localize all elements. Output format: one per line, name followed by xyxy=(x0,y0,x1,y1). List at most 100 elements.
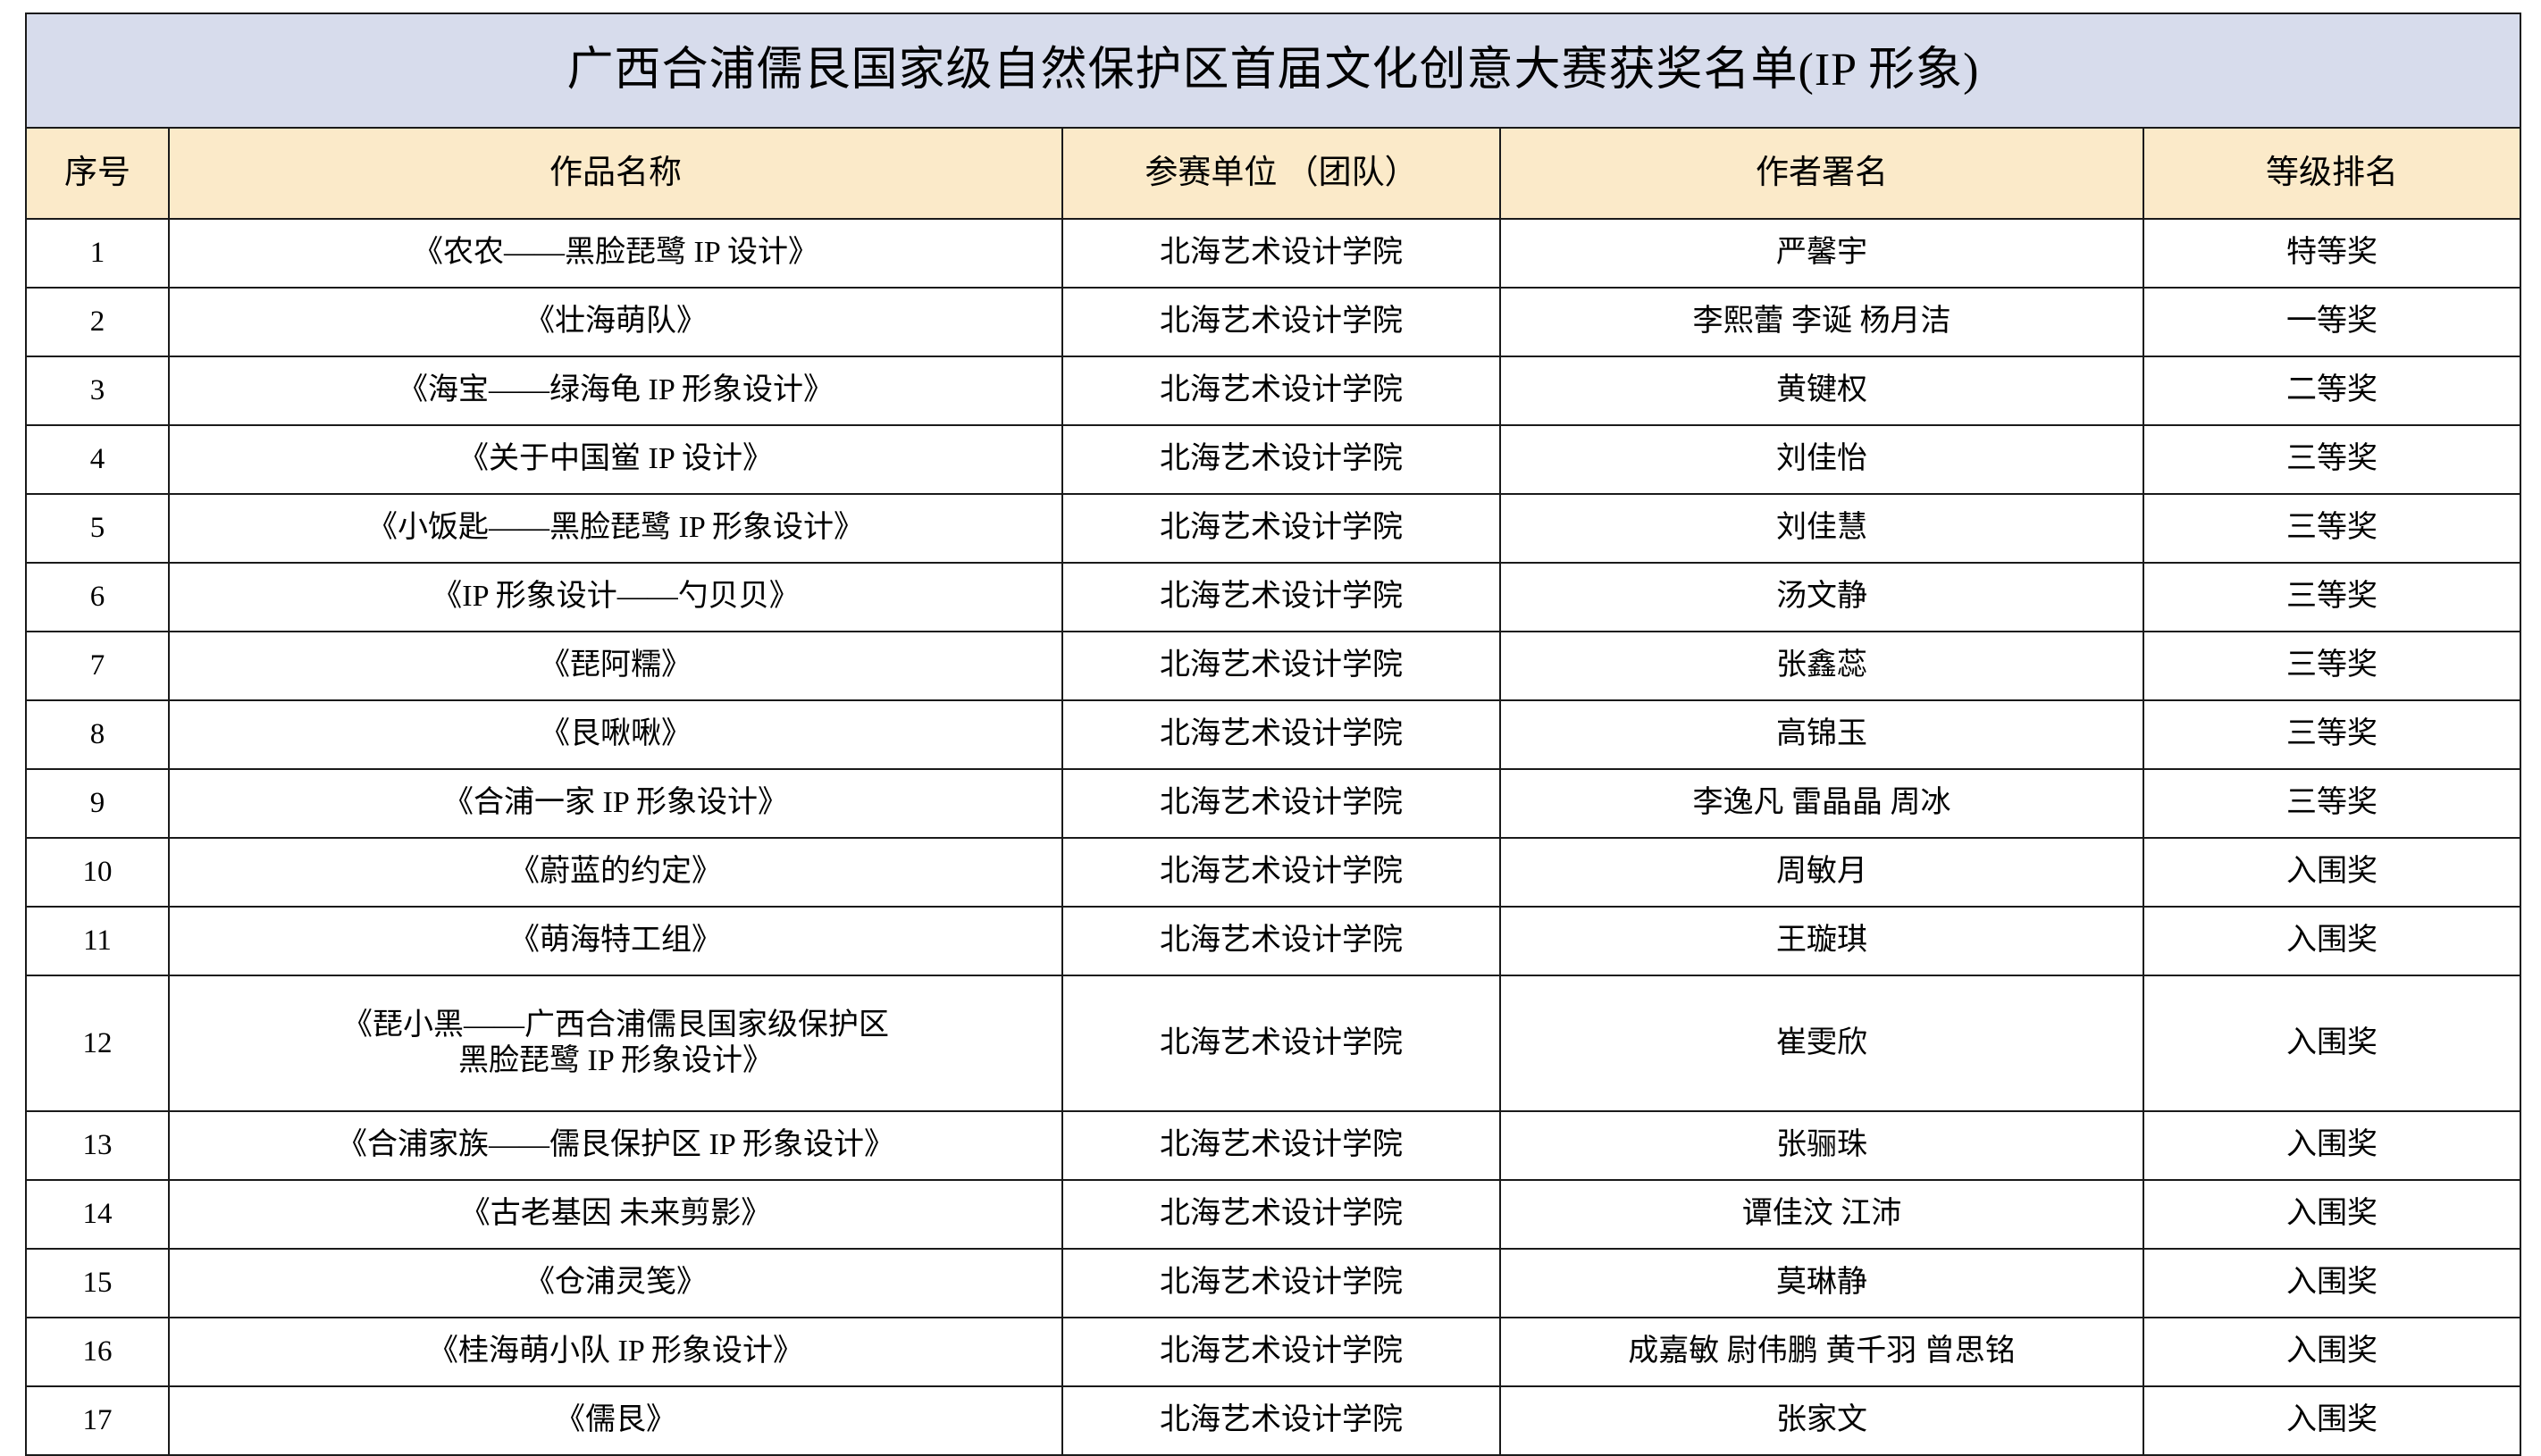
cell-work-title: 《桂海萌小队 IP 形象设计》 xyxy=(168,1317,1063,1387)
cell-rank: 入围奖 xyxy=(2142,1317,2522,1387)
cell-rank: 入围奖 xyxy=(2142,1248,2522,1318)
table-row: 14 《古老基因 未来剪影》 北海艺术设计学院 谭佳汶 江沛 入围奖 xyxy=(25,1179,2522,1250)
cell-unit: 北海艺术设计学院 xyxy=(1061,1179,1501,1250)
table-row: 13 《合浦家族——儒艮保护区 IP 形象设计》 北海艺术设计学院 张骊珠 入围奖 xyxy=(25,1110,2522,1181)
cell-author: 成嘉敏 尉伟鹏 黄千羽 曾思铭 xyxy=(1499,1317,2144,1387)
table-row: 11 《萌海特工组》 北海艺术设计学院 王璇琪 入围奖 xyxy=(25,906,2522,976)
cell-author: 张家文 xyxy=(1499,1385,2144,1456)
cell-index: 11 xyxy=(25,906,170,976)
cell-unit: 北海艺术设计学院 xyxy=(1061,837,1501,908)
cell-work-title: 《合浦家族——儒艮保护区 IP 形象设计》 xyxy=(168,1110,1063,1181)
cell-unit: 北海艺术设计学院 xyxy=(1061,493,1501,564)
column-header-work: 作品名称 xyxy=(168,127,1063,220)
table-row: 17 《儒艮》 北海艺术设计学院 张家文 入围奖 xyxy=(25,1385,2522,1456)
work-title-line: 黑脸琵鹭 IP 形象设计》 xyxy=(458,1044,773,1077)
cell-work-title: 《IP 形象设计——勺贝贝》 xyxy=(168,562,1063,632)
table-row: 12 《琵小黑——广西合浦儒艮国家级保护区 黑脸琵鹭 IP 形象设计》 北海艺术设计学… xyxy=(25,975,2522,1112)
cell-index: 8 xyxy=(25,699,170,770)
cell-index: 15 xyxy=(25,1248,170,1318)
cell-rank: 入围奖 xyxy=(2142,906,2522,976)
cell-index: 7 xyxy=(25,631,170,701)
cell-rank: 三等奖 xyxy=(2142,699,2522,770)
cell-rank: 入围奖 xyxy=(2142,1385,2522,1456)
cell-index: 13 xyxy=(25,1110,170,1181)
cell-work-title: 《小饭匙——黑脸琵鹭 IP 形象设计》 xyxy=(168,493,1063,564)
cell-unit: 北海艺术设计学院 xyxy=(1061,424,1501,495)
cell-author: 谭佳汶 江沛 xyxy=(1499,1179,2144,1250)
column-header-index: 序号 xyxy=(25,127,170,220)
table-row: 5 《小饭匙——黑脸琵鹭 IP 形象设计》 北海艺术设计学院 刘佳慧 三等奖 xyxy=(25,493,2522,564)
table-row: 15 《仓浦灵笺》 北海艺术设计学院 莫琳静 入围奖 xyxy=(25,1248,2522,1318)
cell-work-title: 《蔚蓝的约定》 xyxy=(168,837,1063,908)
cell-rank: 一等奖 xyxy=(2142,287,2522,357)
award-list-table: 广西合浦儒艮国家级自然保护区首届文化创意大赛获奖名单(IP 形象) 序号 作品名… xyxy=(24,13,2522,1456)
cell-author: 张鑫蕊 xyxy=(1499,631,2144,701)
table-row: 7 《琵阿糯》 北海艺术设计学院 张鑫蕊 三等奖 xyxy=(25,631,2522,701)
table-row: 3 《海宝——绿海龟 IP 形象设计》 北海艺术设计学院 黄键权 二等奖 xyxy=(25,356,2522,426)
table-row: 9 《合浦一家 IP 形象设计》 北海艺术设计学院 李逸凡 雷晶晶 周冰 三等奖 xyxy=(25,768,2522,839)
cell-rank: 三等奖 xyxy=(2142,493,2522,564)
cell-work-title: 《海宝——绿海龟 IP 形象设计》 xyxy=(168,356,1063,426)
cell-rank: 特等奖 xyxy=(2142,218,2522,289)
cell-author: 李逸凡 雷晶晶 周冰 xyxy=(1499,768,2144,839)
cell-rank: 入围奖 xyxy=(2142,1179,2522,1250)
cell-author: 汤文静 xyxy=(1499,562,2144,632)
column-header-rank: 等级排名 xyxy=(2142,127,2522,220)
cell-unit: 北海艺术设计学院 xyxy=(1061,562,1501,632)
cell-author: 黄键权 xyxy=(1499,356,2144,426)
column-header-author: 作者署名 xyxy=(1499,127,2144,220)
header-row: 序号 作品名称 参赛单位 （团队） 作者署名 等级排名 xyxy=(25,127,2522,220)
cell-author: 周敏月 xyxy=(1499,837,2144,908)
cell-unit: 北海艺术设计学院 xyxy=(1061,218,1501,289)
cell-work-title: 《萌海特工组》 xyxy=(168,906,1063,976)
cell-rank: 入围奖 xyxy=(2142,837,2522,908)
table-row: 1 《农农——黑脸琵鹭 IP 设计》 北海艺术设计学院 严馨宇 特等奖 xyxy=(25,218,2522,289)
cell-author: 刘佳怡 xyxy=(1499,424,2144,495)
table-row: 6 《IP 形象设计——勺贝贝》 北海艺术设计学院 汤文静 三等奖 xyxy=(25,562,2522,632)
cell-author: 张骊珠 xyxy=(1499,1110,2144,1181)
cell-author: 崔雯欣 xyxy=(1499,975,2144,1112)
cell-index: 9 xyxy=(25,768,170,839)
cell-unit: 北海艺术设计学院 xyxy=(1061,287,1501,357)
cell-index: 16 xyxy=(25,1317,170,1387)
cell-work-title: 《壮海萌队》 xyxy=(168,287,1063,357)
cell-rank: 三等奖 xyxy=(2142,424,2522,495)
cell-rank: 三等奖 xyxy=(2142,768,2522,839)
cell-unit: 北海艺术设计学院 xyxy=(1061,1248,1501,1318)
cell-unit: 北海艺术设计学院 xyxy=(1061,1385,1501,1456)
cell-work-title: 《琵小黑——广西合浦儒艮国家级保护区 黑脸琵鹭 IP 形象设计》 xyxy=(168,975,1063,1112)
title-row: 广西合浦儒艮国家级自然保护区首届文化创意大赛获奖名单(IP 形象) xyxy=(24,13,2522,129)
cell-author: 李熙蕾 李诞 杨月洁 xyxy=(1499,287,2144,357)
table-row: 8 《艮啾啾》 北海艺术设计学院 高锦玉 三等奖 xyxy=(25,699,2522,770)
cell-index: 14 xyxy=(25,1179,170,1250)
cell-author: 高锦玉 xyxy=(1499,699,2144,770)
cell-work-title: 《艮啾啾》 xyxy=(168,699,1063,770)
cell-work-title: 《农农——黑脸琵鹭 IP 设计》 xyxy=(168,218,1063,289)
cell-work-title: 《关于中国鲎 IP 设计》 xyxy=(168,424,1063,495)
cell-unit: 北海艺术设计学院 xyxy=(1061,699,1501,770)
cell-index: 2 xyxy=(25,287,170,357)
cell-author: 莫琳静 xyxy=(1499,1248,2144,1318)
cell-index: 6 xyxy=(25,562,170,632)
cell-unit: 北海艺术设计学院 xyxy=(1061,975,1501,1112)
cell-work-title: 《仓浦灵笺》 xyxy=(168,1248,1063,1318)
column-header-unit: 参赛单位 （团队） xyxy=(1061,127,1501,220)
table-row: 2 《壮海萌队》 北海艺术设计学院 李熙蕾 李诞 杨月洁 一等奖 xyxy=(25,287,2522,357)
cell-index: 5 xyxy=(25,493,170,564)
cell-rank: 二等奖 xyxy=(2142,356,2522,426)
cell-index: 1 xyxy=(25,218,170,289)
cell-unit: 北海艺术设计学院 xyxy=(1061,906,1501,976)
cell-work-title: 《合浦一家 IP 形象设计》 xyxy=(168,768,1063,839)
cell-unit: 北海艺术设计学院 xyxy=(1061,356,1501,426)
cell-index: 4 xyxy=(25,424,170,495)
cell-unit: 北海艺术设计学院 xyxy=(1061,631,1501,701)
cell-author: 严馨宇 xyxy=(1499,218,2144,289)
cell-author: 刘佳慧 xyxy=(1499,493,2144,564)
cell-unit: 北海艺术设计学院 xyxy=(1061,1317,1501,1387)
cell-unit: 北海艺术设计学院 xyxy=(1061,768,1501,839)
cell-work-title: 《儒艮》 xyxy=(168,1385,1063,1456)
table-title: 广西合浦儒艮国家级自然保护区首届文化创意大赛获奖名单(IP 形象) xyxy=(24,13,2522,129)
cell-rank: 入围奖 xyxy=(2142,1110,2522,1181)
cell-author: 王璇琪 xyxy=(1499,906,2144,976)
